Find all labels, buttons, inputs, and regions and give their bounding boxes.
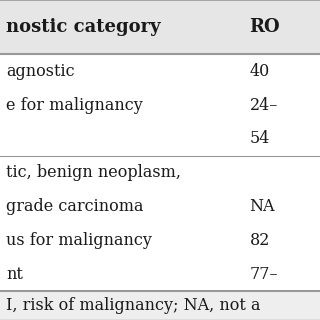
Bar <box>0 0 320 54</box>
Text: 24–: 24– <box>250 97 278 114</box>
Bar <box>0 224 320 257</box>
Text: RO: RO <box>250 18 280 36</box>
Text: agnostic: agnostic <box>6 63 75 80</box>
Bar <box>0 190 320 224</box>
Bar <box>0 291 320 320</box>
Text: tic, benign neoplasm,: tic, benign neoplasm, <box>6 164 181 181</box>
Text: e for malignancy: e for malignancy <box>6 97 143 114</box>
Text: I, risk of malignancy; NA, not a: I, risk of malignancy; NA, not a <box>6 297 261 314</box>
Bar <box>0 88 320 122</box>
Text: 77–: 77– <box>250 266 278 283</box>
Bar <box>0 122 320 156</box>
Bar <box>0 156 320 190</box>
Text: us for malignancy: us for malignancy <box>6 232 152 249</box>
Bar <box>0 257 320 291</box>
Text: 40: 40 <box>250 63 270 80</box>
Text: grade carcinoma: grade carcinoma <box>6 198 144 215</box>
Text: nostic category: nostic category <box>6 18 161 36</box>
Text: NA: NA <box>250 198 275 215</box>
Bar <box>0 54 320 88</box>
Text: nt: nt <box>6 266 23 283</box>
Text: 82: 82 <box>250 232 270 249</box>
Text: 54: 54 <box>250 131 270 148</box>
